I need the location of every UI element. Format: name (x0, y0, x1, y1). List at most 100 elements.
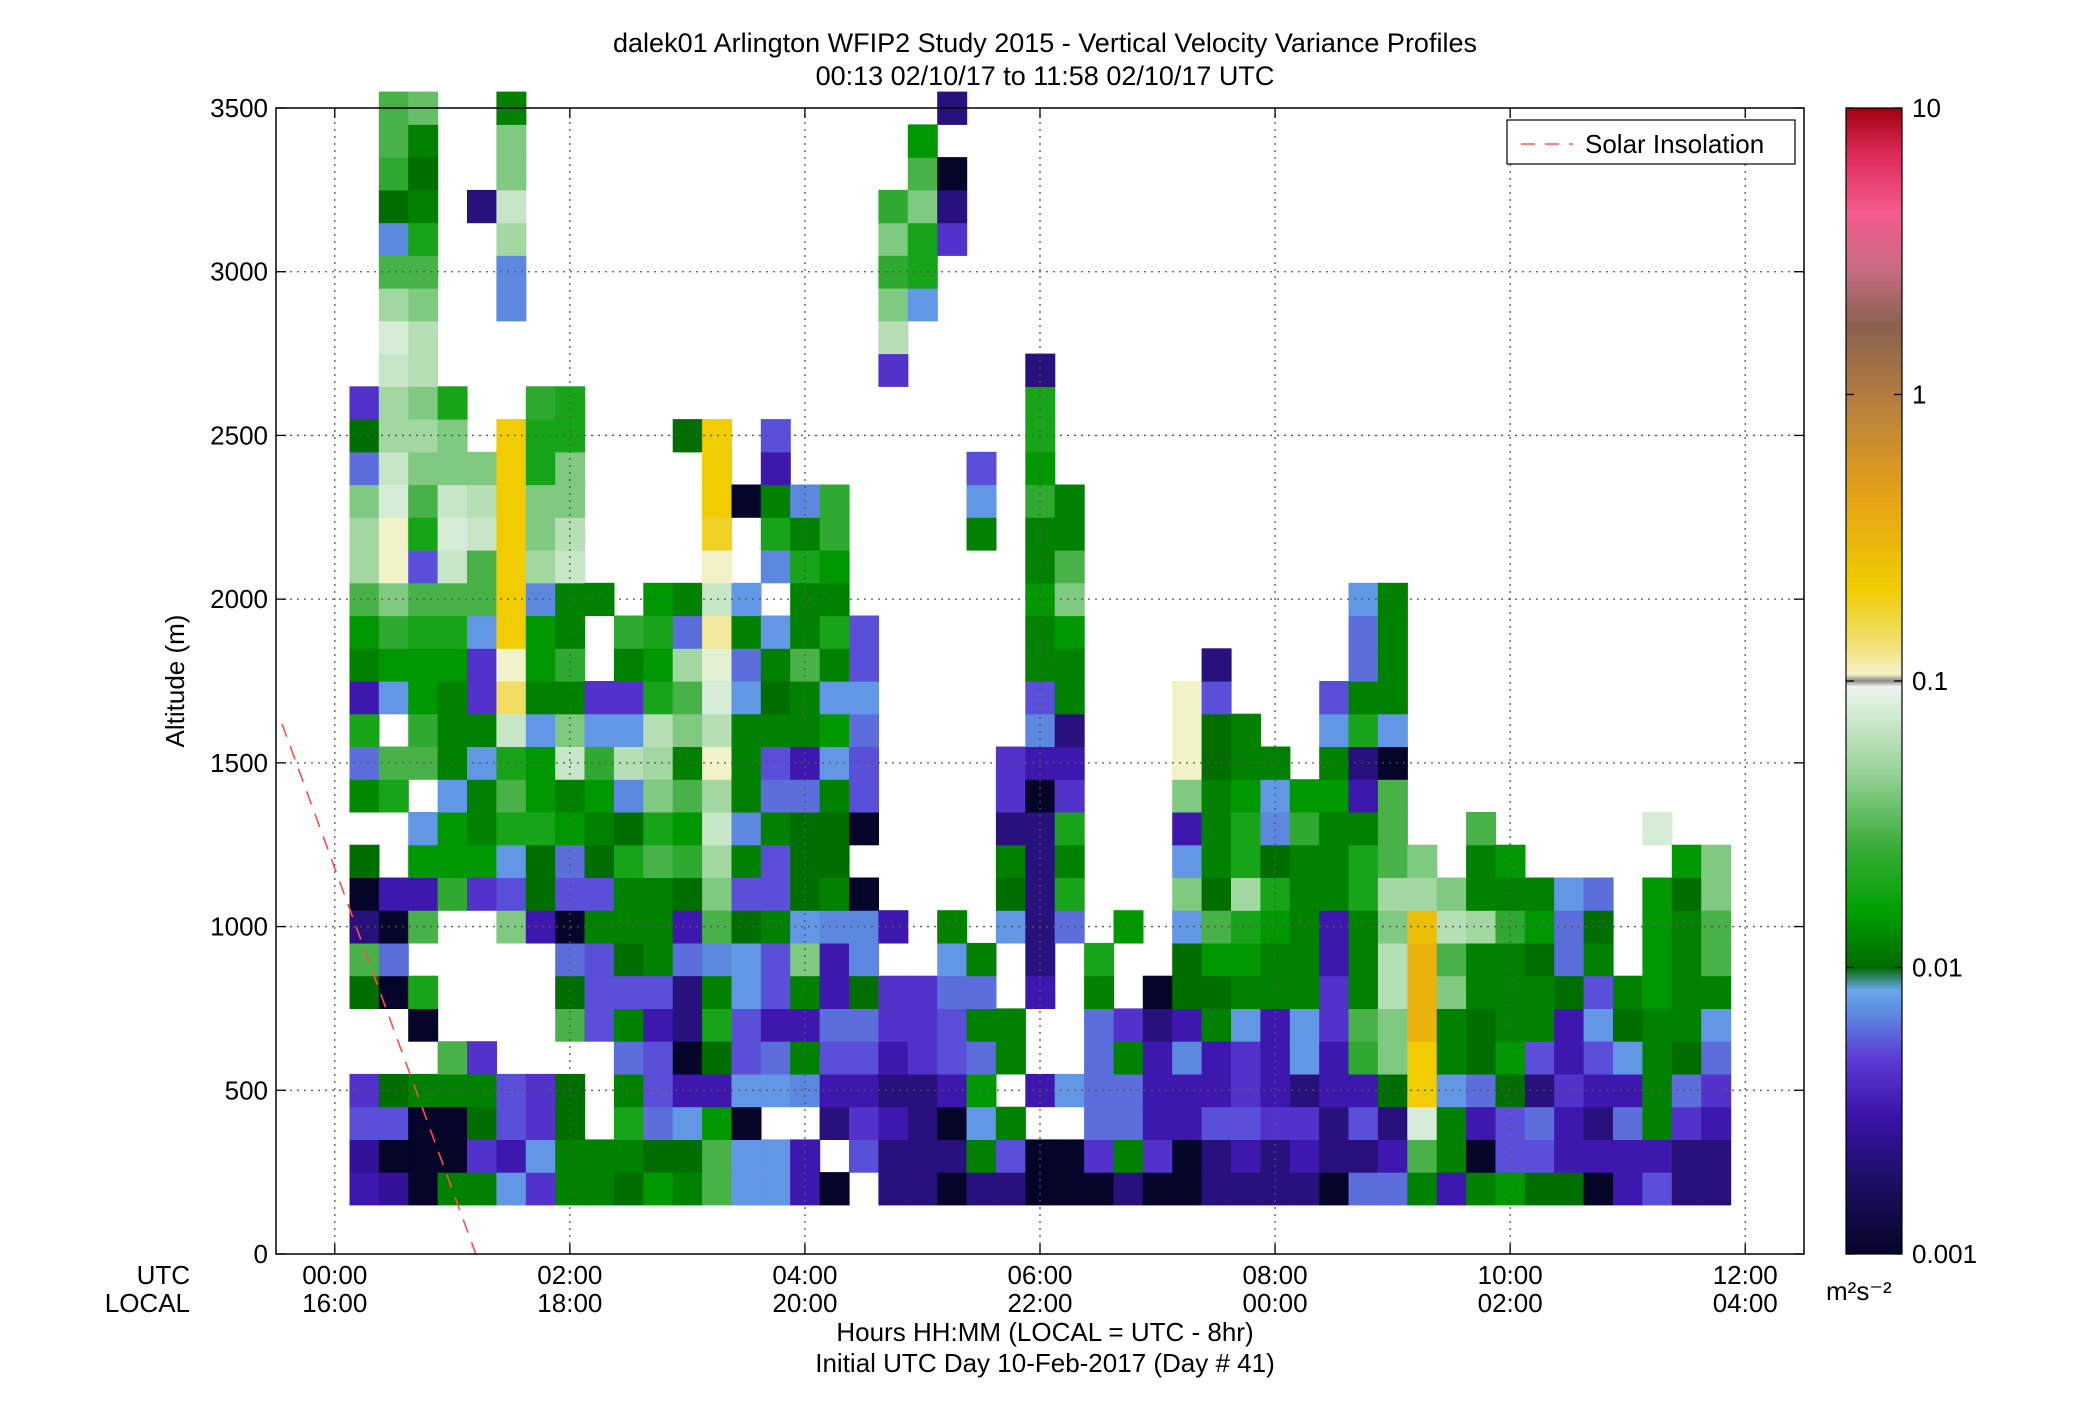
heatmap-cell (525, 713, 556, 747)
heatmap-cell (467, 844, 497, 878)
heatmap-cell (1701, 1008, 1732, 1042)
heatmap-cell (496, 550, 527, 584)
heatmap-cell (760, 517, 791, 551)
heatmap-cell (525, 910, 556, 944)
heatmap-cell (1436, 1041, 1467, 1075)
heatmap-cell (819, 615, 850, 649)
heatmap-cell (790, 812, 821, 846)
heatmap-cell (790, 942, 821, 977)
heatmap-cell (849, 975, 879, 1009)
heatmap-cell (408, 615, 439, 649)
heatmap-cell (937, 189, 968, 224)
heatmap-cell (1377, 648, 1408, 682)
heatmap-cell (496, 713, 527, 747)
heatmap-cell (790, 1172, 821, 1206)
heatmap-cell (995, 1106, 1026, 1140)
heatmap-cell (672, 1008, 703, 1042)
heatmap-cell (349, 550, 380, 584)
heatmap-cell (525, 844, 556, 878)
heatmap-cell (349, 451, 380, 486)
heatmap-cell (1348, 615, 1379, 649)
heatmap-cell (760, 484, 791, 518)
heatmap-cell (467, 779, 497, 813)
heatmap-cell (995, 1172, 1026, 1206)
heatmap-cell (1348, 713, 1379, 747)
heatmap-cell (672, 1139, 703, 1173)
x-tick-label-utc: 12:00 (1713, 1260, 1778, 1290)
heatmap-cell (1495, 942, 1526, 977)
heatmap-cell (1466, 812, 1497, 846)
heatmap-cell (1054, 746, 1085, 780)
heatmap-cell (378, 288, 409, 322)
heatmap-cell (672, 877, 703, 911)
heatmap-cell (378, 1073, 409, 1108)
heatmap-cell (496, 648, 527, 682)
heatmap-cell (496, 681, 527, 715)
x-tick-label-local: 02:00 (1478, 1288, 1543, 1318)
heatmap-cell (1319, 1172, 1350, 1206)
heatmap-cell (349, 844, 380, 878)
heatmap-cell (1054, 681, 1085, 715)
heatmap-cell (1054, 1073, 1085, 1108)
heatmap-cell (1642, 1106, 1673, 1140)
heatmap-cell (1377, 779, 1408, 813)
heatmap-cell (1377, 812, 1408, 846)
heatmap-cell (1436, 1172, 1467, 1206)
heatmap-cell (819, 910, 850, 944)
heatmap-cell (1231, 1008, 1261, 1042)
heatmap-cell (1201, 812, 1232, 846)
heatmap-cell (1025, 975, 1056, 1009)
heatmap-cell (1319, 1106, 1350, 1140)
heatmap-cell (613, 910, 644, 944)
heatmap-cell (1319, 681, 1350, 715)
heatmap-cell (1054, 713, 1085, 747)
heatmap-cell (467, 615, 497, 649)
heatmap-cell (525, 1106, 556, 1140)
heatmap-cell (1289, 877, 1320, 911)
heatmap-cell (525, 550, 556, 584)
heatmap-cell (378, 255, 409, 289)
heatmap-cell (937, 1008, 968, 1042)
heatmap-cell (731, 1139, 762, 1173)
heatmap-cell (378, 942, 409, 977)
heatmap-cell (1231, 779, 1261, 813)
heatmap-cell (1201, 779, 1232, 813)
heatmap-cell (966, 517, 997, 551)
heatmap-cell (1201, 1073, 1232, 1108)
heatmap-cell (1172, 681, 1203, 715)
y-tick-labels: 0 500 1000 1500 2000 2500 3000 3500 (210, 93, 268, 1269)
heatmap-cell (1436, 942, 1467, 977)
heatmap-cell (613, 713, 644, 747)
heatmap-cell (1436, 1008, 1467, 1042)
x-tick-label-local: 04:00 (1713, 1288, 1778, 1318)
heatmap-cell (672, 419, 703, 453)
heatmap-cell (966, 942, 997, 977)
heatmap-cell (643, 1139, 674, 1173)
heatmap-cell (613, 877, 644, 911)
heatmap-cell (1348, 1172, 1379, 1206)
heatmap-cell (1201, 877, 1232, 911)
heatmap-cell (1084, 1041, 1115, 1075)
heatmap-cell (555, 713, 586, 747)
heatmap-cell (760, 419, 791, 453)
heatmap-cell (1495, 1172, 1526, 1206)
heatmap-cell (849, 1139, 879, 1173)
colorbar-tick-label: 0.01 (1912, 953, 1963, 983)
heatmap-cell (643, 779, 674, 813)
heatmap-cell (1289, 1172, 1320, 1206)
heatmap-cell (1701, 877, 1732, 911)
heatmap-cell (731, 844, 762, 878)
heatmap-cell (1613, 1041, 1643, 1075)
heatmap-cell (613, 1139, 644, 1173)
heatmap-cell (643, 812, 674, 846)
heatmap-cell (907, 1106, 938, 1140)
heatmap-cell (1642, 1172, 1673, 1206)
heatmap-cell (1407, 975, 1438, 1009)
heatmap-cell (819, 648, 850, 682)
legend-frame (1506, 119, 1796, 165)
heatmap-cell (672, 681, 703, 715)
heatmap-cell (408, 124, 439, 158)
heatmap-cell (1583, 910, 1614, 944)
heatmap-cell (584, 844, 615, 878)
heatmap-cell (1348, 681, 1379, 715)
